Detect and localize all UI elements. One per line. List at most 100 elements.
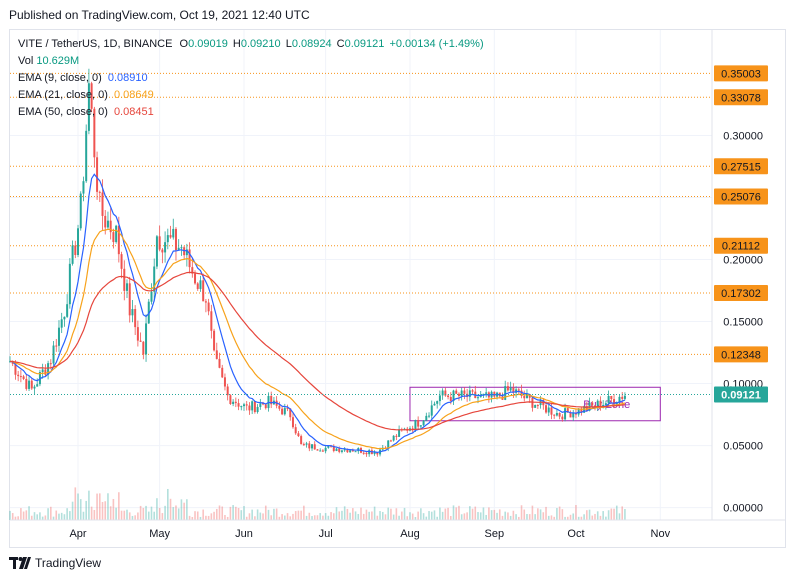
candle-body	[120, 254, 123, 269]
candle-body	[387, 440, 390, 449]
candle-body	[313, 444, 316, 450]
volume-bar	[471, 508, 474, 520]
candle-body	[264, 404, 267, 409]
legend-ema50-row: EMA (50, close, 0) 0.08451	[18, 104, 484, 121]
level-label: 0.17302	[721, 288, 761, 300]
candle-body	[126, 283, 128, 291]
candle-body	[85, 130, 88, 182]
candle-body	[517, 389, 520, 391]
candle-body	[101, 192, 104, 216]
volume-bar	[120, 510, 123, 520]
candle-body	[117, 225, 120, 255]
footer-brand[interactable]: TradingView	[9, 556, 101, 570]
volume-bar	[458, 505, 460, 520]
volume-bar	[537, 508, 539, 520]
volume-bar	[79, 499, 82, 520]
candle-body	[196, 283, 199, 289]
candle-body	[504, 386, 507, 400]
high-label: H	[232, 38, 241, 50]
published-caption: Published on TradingView.com, Oct 19, 20…	[9, 8, 310, 22]
candle-body	[49, 363, 52, 365]
volume-bar	[186, 499, 188, 520]
high-value: 0.09210	[240, 38, 281, 50]
volume-bar	[28, 506, 30, 520]
volume-bar	[311, 516, 313, 520]
level-label: 0.12348	[721, 349, 761, 361]
ema21-label: EMA (21, close, 0)	[18, 89, 108, 101]
change-value: +0.00134 (+1.49%)	[389, 38, 484, 50]
candle-body	[185, 249, 188, 256]
volume-bar	[466, 512, 468, 520]
volume-bar	[523, 509, 526, 520]
volume-bar	[9, 510, 11, 520]
volume-bar	[210, 513, 213, 520]
x-tick-label: Sep	[485, 528, 505, 540]
candle-body	[506, 386, 509, 391]
volume-bar	[85, 500, 87, 520]
y-tick-label: 0.05000	[723, 441, 763, 453]
candle-body	[60, 319, 63, 328]
chart-frame[interactable]	[9, 29, 786, 548]
volume-bar	[278, 516, 281, 520]
candle-body	[466, 393, 469, 397]
volume-bar	[313, 515, 316, 520]
volume-bar	[349, 512, 351, 520]
candle-body	[577, 408, 580, 415]
volume-bar	[547, 515, 550, 520]
volume-bar	[14, 516, 17, 520]
volume-bar	[409, 512, 411, 520]
volume-bar	[322, 515, 324, 520]
volume-bar	[319, 513, 321, 520]
volume-bar	[373, 506, 376, 520]
candle-body	[202, 280, 205, 302]
candle-body	[66, 304, 69, 317]
candle-body	[430, 405, 433, 416]
volume-bar	[433, 510, 436, 520]
candle-body	[112, 232, 115, 243]
volume-bar	[254, 516, 256, 520]
candle-body	[240, 406, 243, 408]
candle-body	[38, 372, 41, 385]
volume-bar	[556, 508, 558, 520]
candle-body	[52, 345, 55, 364]
candle-body	[207, 302, 210, 312]
candle-body	[41, 369, 44, 373]
candle-body	[324, 447, 327, 452]
volume-bar	[371, 511, 373, 520]
volume-bar	[191, 516, 194, 520]
volume-bar	[237, 507, 240, 520]
volume-bar	[175, 505, 177, 520]
volume-bar	[17, 516, 19, 520]
candle-body	[297, 433, 300, 437]
volume-bar	[196, 511, 199, 520]
y-tick-label: 0.30000	[723, 130, 763, 142]
volume-bar	[66, 508, 68, 520]
volume-bar	[153, 511, 156, 520]
volume-bar	[610, 508, 613, 520]
x-tick-label: Aug	[400, 528, 420, 540]
candle-body	[604, 403, 607, 405]
volume-bar	[596, 511, 599, 520]
volume-bar	[376, 515, 379, 520]
candle-body	[623, 395, 626, 399]
volume-bar	[599, 515, 602, 520]
volume-bar	[183, 502, 185, 520]
candle-body	[158, 236, 161, 250]
candle-body	[428, 415, 431, 417]
volume-bar	[147, 511, 150, 520]
volume-bar	[275, 508, 278, 520]
candle-body	[82, 181, 85, 194]
close-label: C	[336, 38, 345, 50]
candle-body	[471, 390, 474, 392]
volume-bar	[93, 509, 96, 520]
volume-bar	[455, 507, 458, 520]
candle-body	[613, 399, 616, 405]
candle-body	[270, 395, 273, 405]
candle-body	[414, 420, 417, 430]
volume-bar	[297, 510, 300, 520]
candle-body	[226, 386, 229, 396]
candle-body	[128, 283, 131, 316]
candle-body	[550, 407, 553, 415]
candle-body	[553, 414, 556, 416]
